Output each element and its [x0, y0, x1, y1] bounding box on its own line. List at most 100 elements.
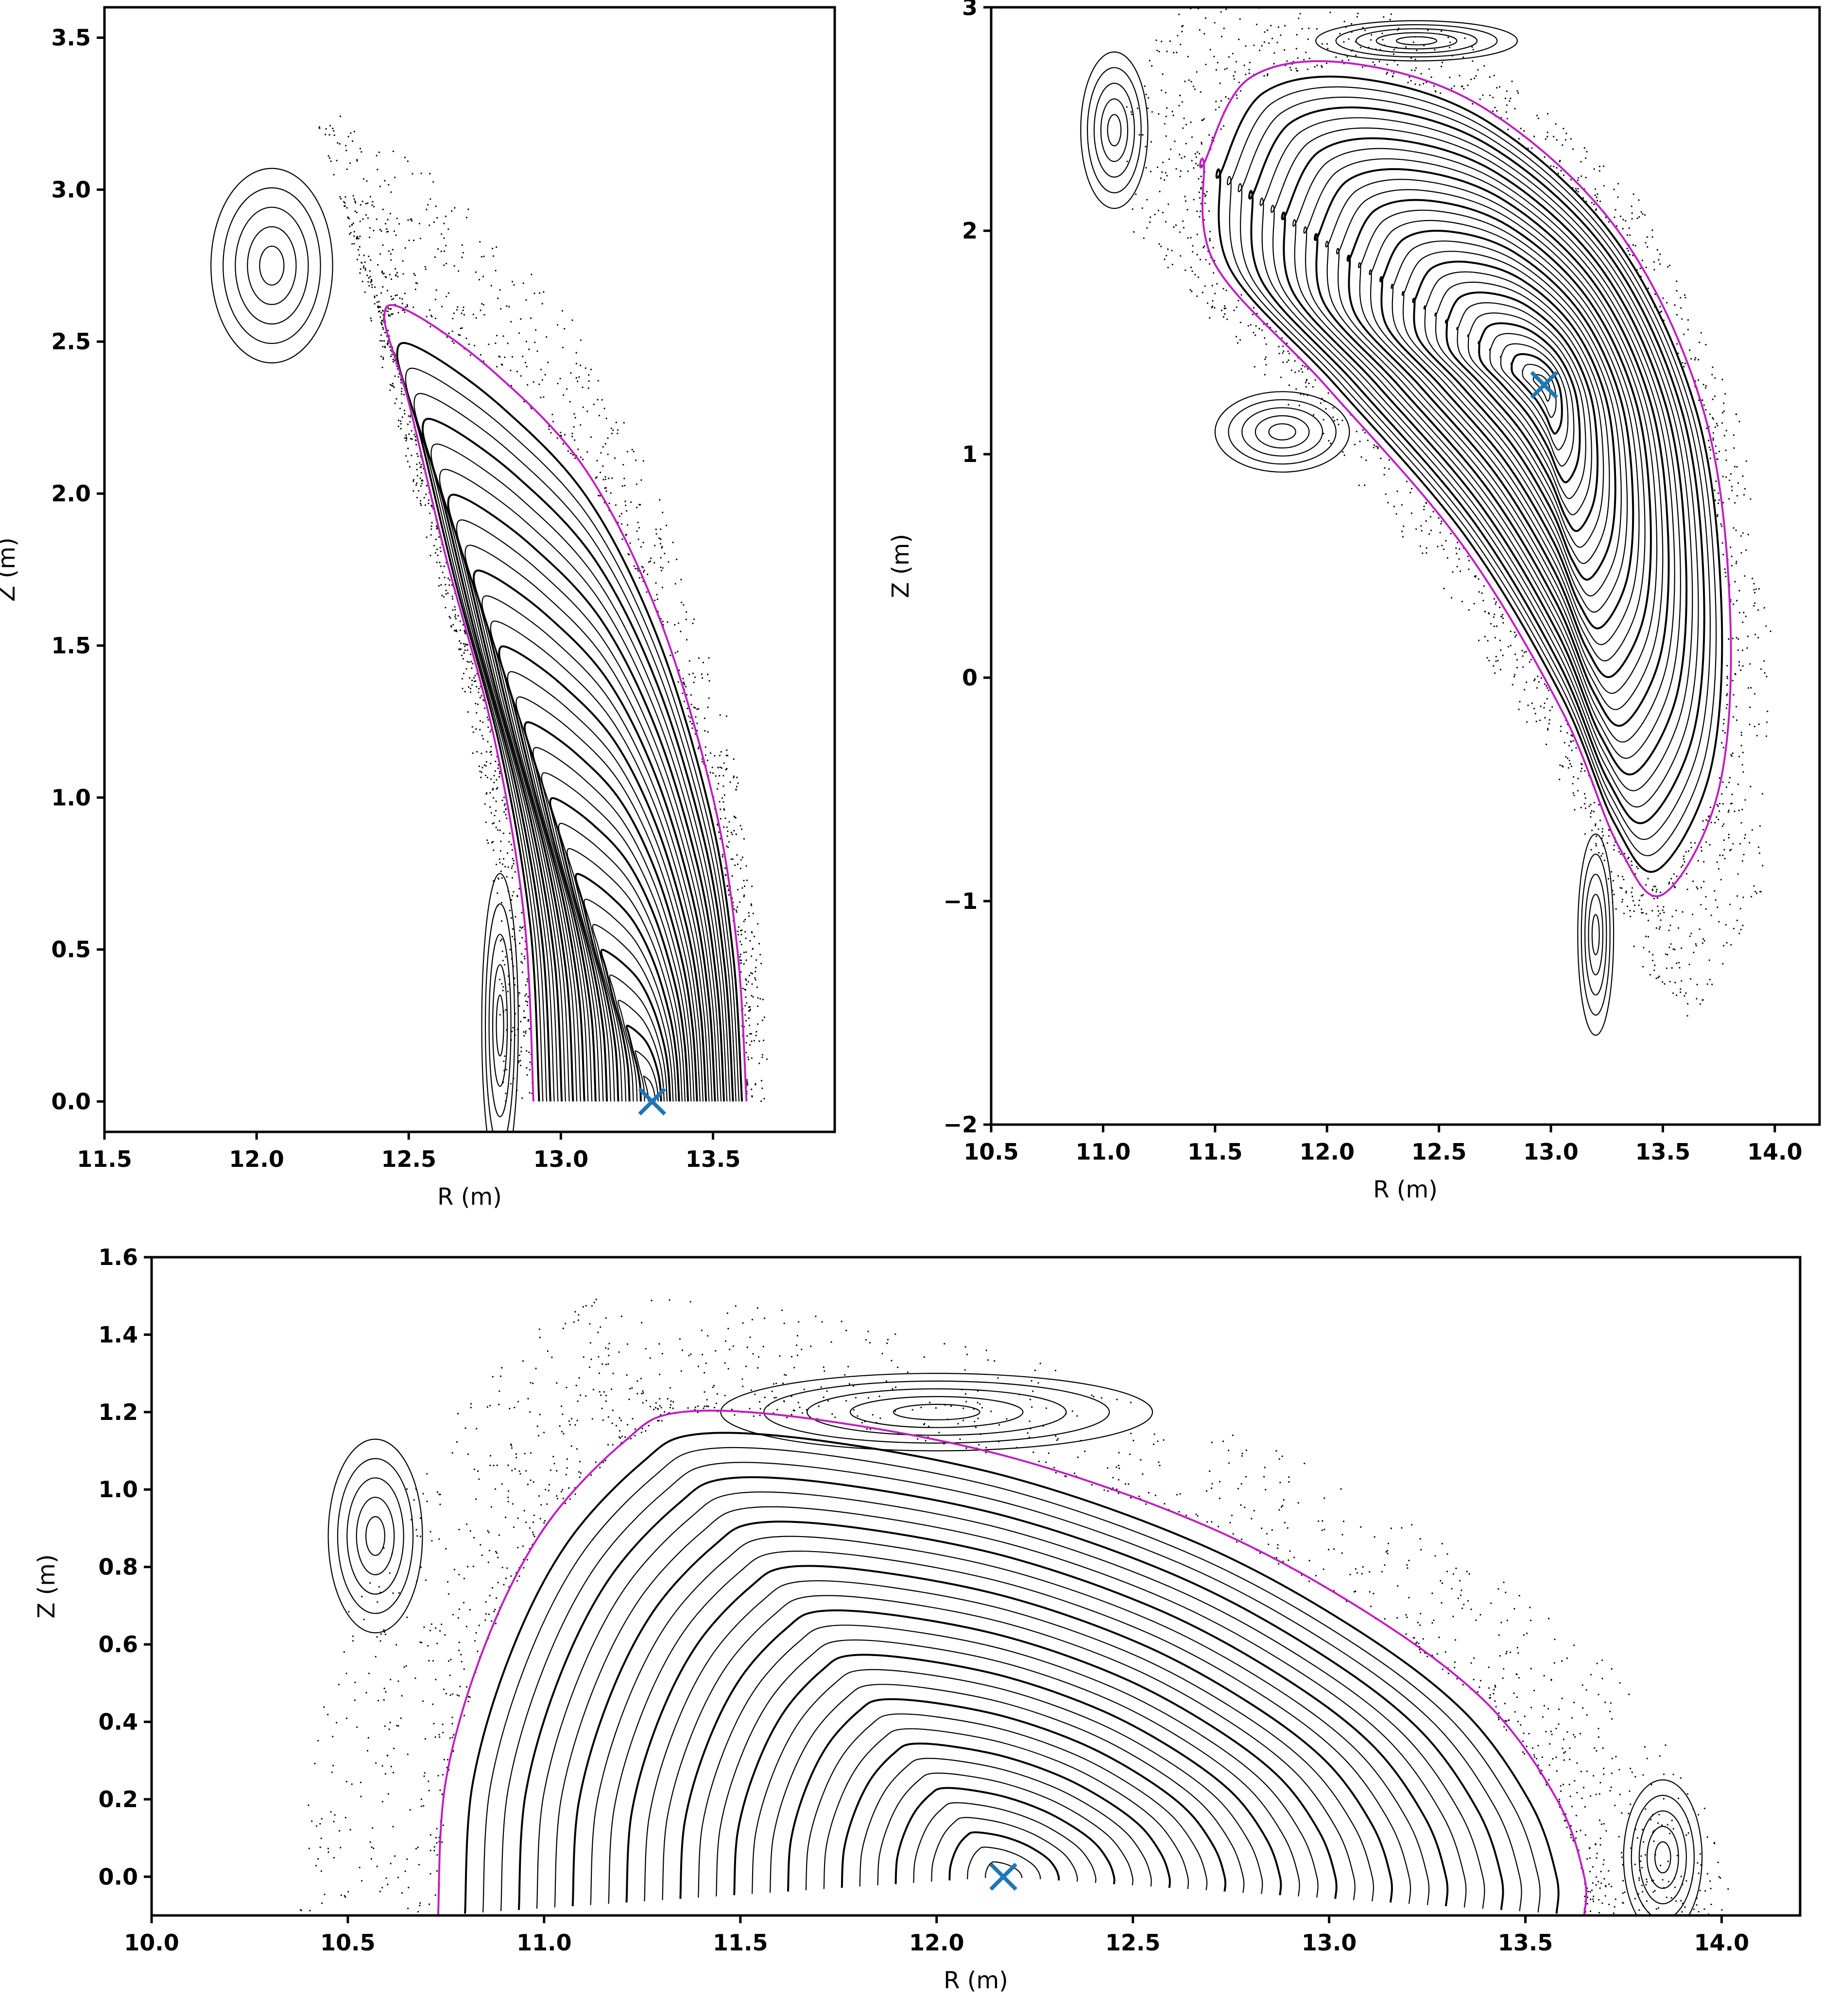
chaos-point	[1571, 750, 1573, 752]
chaos-point	[437, 248, 439, 250]
chaos-point	[521, 912, 523, 914]
chaos-point	[430, 1873, 431, 1875]
chaos-point	[1662, 297, 1664, 299]
chaos-point	[1706, 427, 1708, 429]
chaos-point	[733, 777, 735, 779]
chaos-point	[1392, 72, 1395, 74]
chaos-point	[517, 1517, 519, 1519]
chaos-point	[1718, 819, 1719, 820]
chaos-point	[389, 389, 391, 391]
chaos-point	[1288, 404, 1289, 406]
chaos-point	[1566, 1827, 1568, 1828]
chaos-point	[1281, 337, 1283, 339]
chaos-point	[611, 477, 613, 479]
chaos-point	[1441, 1602, 1443, 1604]
chaos-point	[380, 230, 382, 232]
chaos-point	[1608, 1883, 1610, 1885]
island-contour	[1093, 83, 1135, 178]
chaos-point	[1483, 585, 1485, 587]
chaos-point	[704, 730, 706, 732]
chaos-point	[510, 370, 512, 372]
chaos-point	[782, 1383, 784, 1384]
chaos-point	[1084, 1451, 1086, 1452]
chaos-point	[387, 231, 389, 233]
chaos-point	[1282, 1504, 1284, 1506]
chaos-point	[483, 256, 485, 257]
chaos-point	[1304, 366, 1306, 368]
chaos-point	[1407, 1567, 1409, 1569]
chaos-point	[1634, 1863, 1636, 1865]
chaos-point	[1613, 188, 1615, 190]
chaos-point	[1492, 110, 1494, 112]
chaos-point	[380, 1633, 382, 1635]
chaos-point	[390, 1678, 392, 1680]
chaos-point	[1186, 209, 1188, 211]
flux-surface	[481, 595, 713, 1102]
chaos-point	[401, 393, 403, 395]
chaos-point	[697, 748, 699, 750]
chaos-point	[520, 1021, 522, 1023]
chaos-point	[629, 1388, 631, 1390]
chaos-point	[1455, 1567, 1457, 1570]
chaos-point	[1737, 482, 1739, 484]
chaos-point	[755, 959, 757, 961]
chaos-point	[1591, 202, 1593, 204]
chaos-point	[1316, 64, 1318, 67]
chaos-point	[441, 1841, 443, 1843]
chaos-point	[1545, 138, 1547, 140]
chaos-point	[1698, 1814, 1700, 1816]
chaos-point	[416, 282, 418, 284]
chaos-point	[1742, 771, 1744, 773]
chaos-point	[1441, 62, 1444, 64]
chaos-point	[1645, 1808, 1647, 1810]
chaos-point	[449, 617, 451, 619]
chaos-point	[356, 160, 358, 162]
chaos-point	[511, 899, 513, 901]
chaos-point	[1112, 1477, 1114, 1479]
chaos-point	[1617, 183, 1619, 185]
chaos-point	[433, 1846, 436, 1848]
chaos-point	[1533, 1690, 1535, 1691]
chaos-point	[387, 343, 389, 346]
chaos-point	[1410, 80, 1412, 82]
chaos-point	[627, 1343, 629, 1345]
chaos-point	[1593, 802, 1596, 803]
chaos-point	[1577, 179, 1579, 181]
chaos-point	[1714, 821, 1716, 824]
chaos-point	[1502, 654, 1504, 656]
chaos-point	[339, 143, 341, 145]
chaos-point	[359, 246, 361, 248]
chaos-point	[605, 1347, 607, 1349]
chaos-point	[1506, 90, 1508, 92]
chaos-point	[1516, 666, 1518, 668]
chaos-point	[1743, 494, 1745, 496]
chaos-point	[1373, 444, 1375, 446]
chaos-point	[1241, 1452, 1243, 1454]
chaos-point	[539, 292, 541, 294]
chaos-point	[333, 174, 335, 176]
chaos-point	[1499, 668, 1501, 671]
chaos-point	[459, 334, 461, 336]
chaos-point	[1326, 43, 1328, 45]
island-contour	[1375, 32, 1458, 50]
chaos-point	[1423, 45, 1425, 47]
chaos-point	[507, 1490, 509, 1492]
chaos-point	[481, 752, 482, 754]
chaos-point	[543, 1522, 545, 1524]
chaos-point	[612, 1444, 614, 1446]
chaos-point	[1537, 675, 1539, 677]
chaos-point	[439, 1503, 441, 1505]
chaos-point	[1670, 943, 1672, 945]
chaos-point	[674, 624, 676, 626]
chaos-point	[1478, 578, 1479, 580]
chaos-point	[1603, 1859, 1605, 1861]
chaos-point	[344, 1895, 345, 1897]
chaos-point	[1676, 280, 1678, 282]
magnetic-islands	[210, 168, 519, 1132]
chaos-point	[1557, 172, 1559, 174]
chaos-point	[491, 1620, 493, 1622]
flux-surface	[567, 848, 683, 1102]
chaos-point	[364, 269, 366, 271]
chaos-point	[1077, 1456, 1079, 1458]
chaos-point	[1719, 810, 1720, 812]
